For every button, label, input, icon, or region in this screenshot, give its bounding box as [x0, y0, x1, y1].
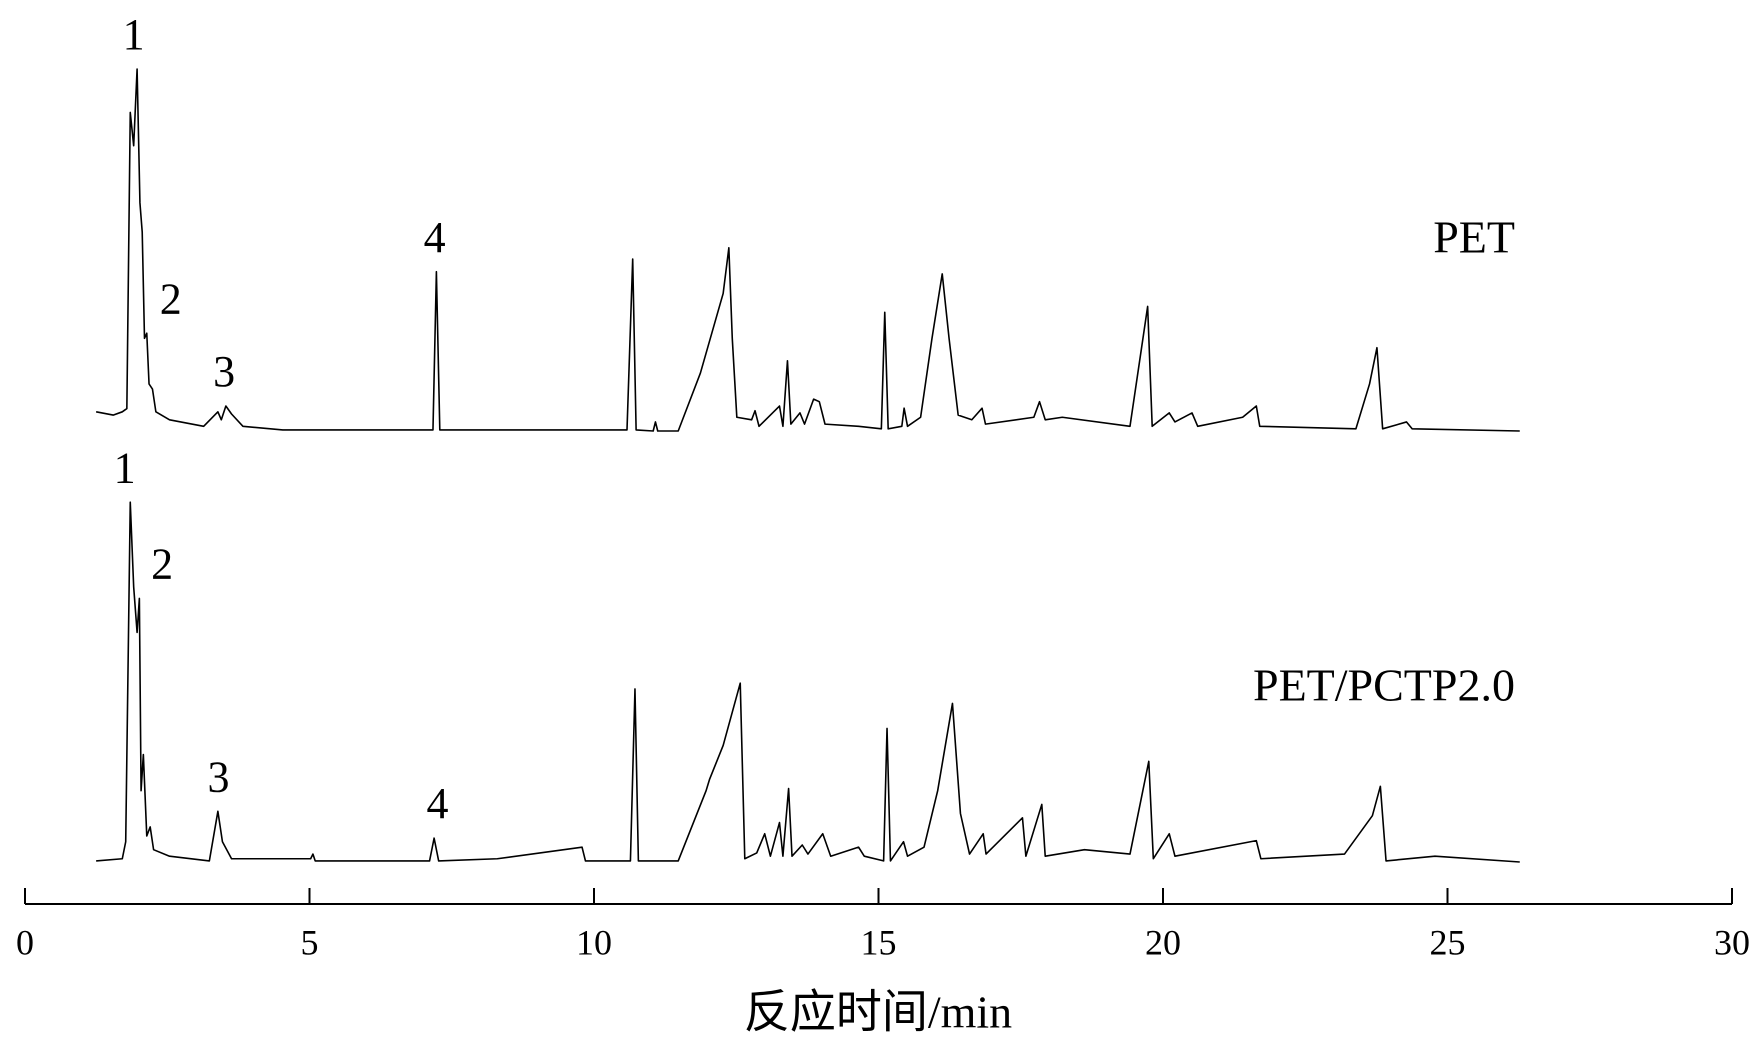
peak-label: 4: [427, 779, 449, 828]
trace: [95, 68, 1520, 432]
peak-label: 1: [123, 10, 145, 59]
peak-label: 4: [424, 213, 446, 262]
series-label: PET: [1433, 212, 1515, 263]
x-tick-label: 25: [1430, 922, 1466, 962]
series-label: PET/PCTP2.0: [1253, 660, 1515, 711]
x-tick-label: 5: [301, 922, 319, 962]
x-tick-label: 20: [1145, 922, 1181, 962]
peak-label: 3: [207, 752, 229, 801]
peak-label: 3: [213, 347, 235, 396]
x-axis-label: 反应时间/min: [744, 987, 1012, 1038]
x-tick-label: 10: [576, 922, 612, 962]
x-tick-label: 0: [16, 922, 34, 962]
peak-label: 1: [114, 443, 136, 492]
trace: [96, 501, 1520, 863]
peak-label: 2: [160, 274, 182, 323]
x-tick-label: 30: [1714, 922, 1750, 962]
x-tick-label: 15: [861, 922, 897, 962]
peak-label: 2: [151, 540, 173, 589]
